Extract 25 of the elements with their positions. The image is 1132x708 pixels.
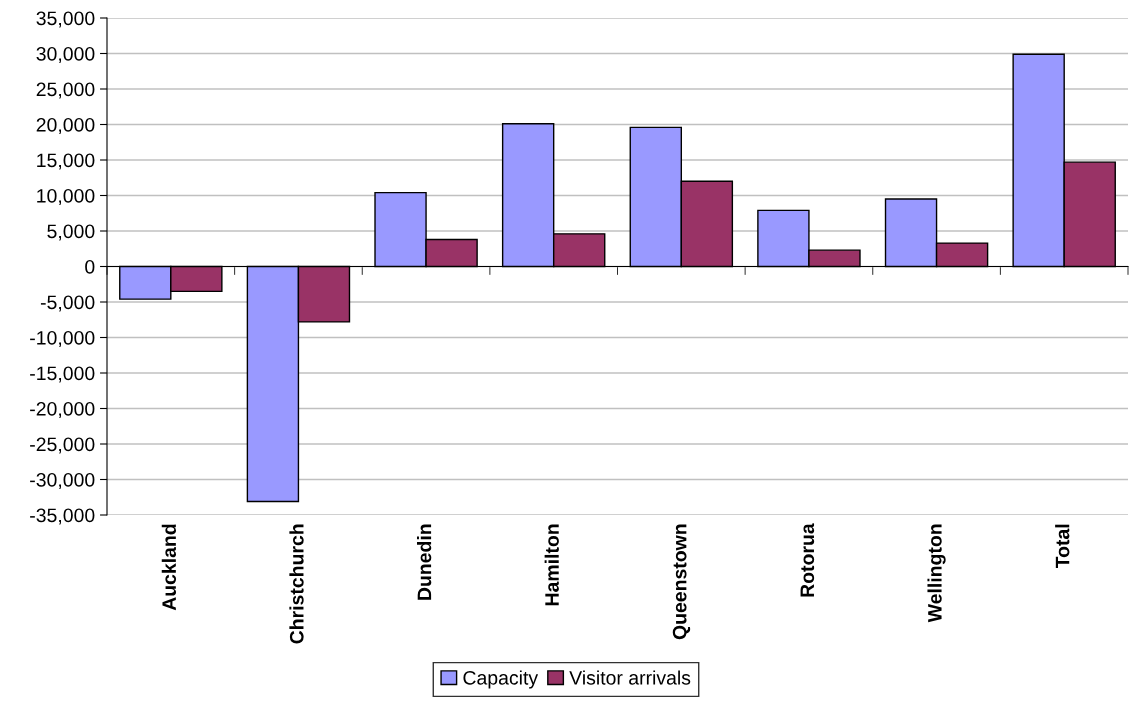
y-tick-label: -30,000 [30,472,95,490]
x-tick-label: Queenstown [672,524,691,640]
y-tick-label: 15,000 [37,153,95,170]
x-tick-label: Wellington [927,524,946,623]
x-tick-label: Rotorua [800,523,815,597]
x-tick-label: Christchurch [289,524,304,644]
y-tick-label: 5,000 [47,224,95,241]
y-tick-label: -10,000 [30,330,95,348]
x-tick-label: Dunedin [417,524,432,600]
x-tick-label: Auckland [161,524,177,611]
y-tick-label: -5,000 [40,295,95,312]
y-tick-label: 25,000 [36,82,95,99]
y-tick-label: 0 [85,259,95,274]
y-tick-label: -15,000 [30,366,95,383]
legend-label: Capacity [463,670,539,689]
y-tick-label: 10,000 [37,188,95,206]
y-tick-label: -35,000 [30,508,95,525]
x-tick-label: Hamilton [544,524,559,606]
y-tick-label: -25,000 [30,437,95,454]
y-tick-label: -20,000 [30,401,95,419]
y-tick-label: 35,000 [36,11,95,28]
y-tick-label: 30,000 [36,46,95,64]
x-tick-label: Total [1055,524,1070,569]
legend-label: Visitor arrivals [569,670,691,685]
y-tick-label: 20,000 [36,117,95,135]
